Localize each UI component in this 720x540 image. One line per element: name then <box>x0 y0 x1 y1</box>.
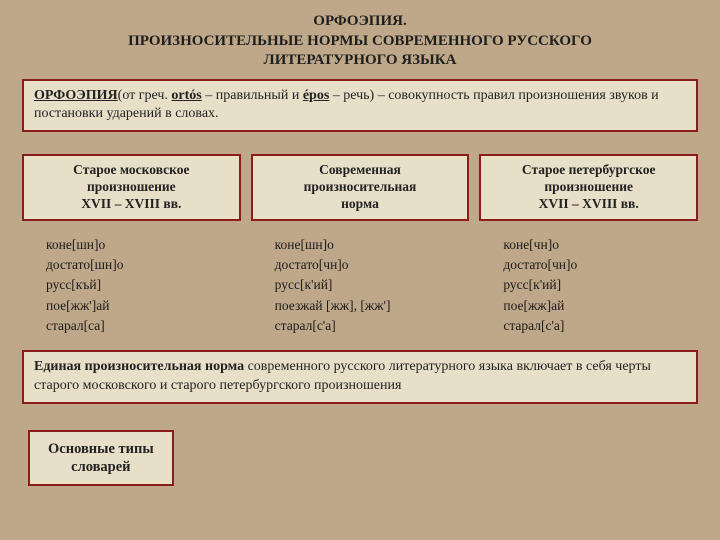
column-modern: Современная произносительная норма коне[… <box>251 154 470 336</box>
definition-text: – правильный и <box>202 88 303 103</box>
summary-box: Единая произносительная норма современно… <box>22 350 698 404</box>
columns-row: Старое московское произношение XVII – XV… <box>22 154 698 336</box>
col-head-line: произношение <box>73 179 189 196</box>
col-head-line: произношение <box>522 179 656 196</box>
column-body: коне[чн]одостато[чн]орусс[к'ий]пое[жж]ай… <box>479 235 577 336</box>
column-body: коне[шн]одостато[шн]орусс[къй]пое[жж']ай… <box>22 235 124 336</box>
col-head-line: произносительная <box>304 179 417 196</box>
definition-text: (от греч. <box>118 88 172 103</box>
col-head-line: Современная <box>304 162 417 179</box>
col-head-line: Старое московское <box>73 162 189 179</box>
page-root: ОРФОЭПИЯ. ПРОИЗНОСИТЕЛЬНЫЕ НОРМЫ СОВРЕМЕ… <box>0 0 720 540</box>
column-petersburg: Старое петербургское произношение XVII –… <box>479 154 698 336</box>
title-line: ОРФОЭПИЯ. <box>22 12 698 32</box>
col-head-line: норма <box>304 196 417 213</box>
definition-etym: épos <box>303 88 329 103</box>
dictionary-types-link[interactable]: Основные типы словарей <box>28 430 174 486</box>
col-head-line: XVII – XVIII вв. <box>73 196 189 213</box>
column-header: Современная произносительная норма <box>251 154 470 221</box>
column-header: Старое петербургское произношение XVII –… <box>479 154 698 221</box>
summary-bold: Единая произносительная норма <box>34 359 244 374</box>
link-line: Основные типы <box>48 440 154 458</box>
title-line: ЛИТЕРАТУРНОГО ЯЗЫКА <box>22 51 698 71</box>
col-head-line: Старое петербургское <box>522 162 656 179</box>
column-moscow: Старое московское произношение XVII – XV… <box>22 154 241 336</box>
definition-term: ОРФОЭПИЯ <box>34 88 118 103</box>
title-line: ПРОИЗНОСИТЕЛЬНЫЕ НОРМЫ СОВРЕМЕННОГО РУСС… <box>22 32 698 52</box>
definition-box: ОРФОЭПИЯ(от греч. ortós – правильный и é… <box>22 79 698 133</box>
page-title: ОРФОЭПИЯ. ПРОИЗНОСИТЕЛЬНЫЕ НОРМЫ СОВРЕМЕ… <box>22 12 698 71</box>
definition-etym: ortós <box>171 88 201 103</box>
col-head-line: XVII – XVIII вв. <box>522 196 656 213</box>
column-body: коне[шн]одостато[чн]орусс[к'ий]поезжай [… <box>251 235 391 336</box>
column-header: Старое московское произношение XVII – XV… <box>22 154 241 221</box>
link-line: словарей <box>48 458 154 476</box>
